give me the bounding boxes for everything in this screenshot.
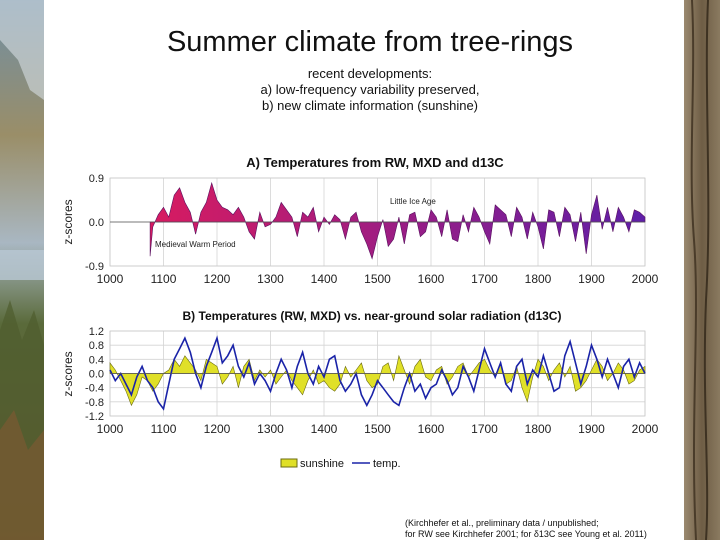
subtitle-line-2: a) low-frequency variability preserved, xyxy=(260,82,480,97)
panel-a-temperature-area xyxy=(149,181,646,260)
y-tick-label: 0.9 xyxy=(89,173,104,185)
legend-temp-label: temp. xyxy=(373,458,401,470)
panel-a-ylabel: z-scores xyxy=(61,199,75,244)
landscape-photo-image xyxy=(0,0,44,540)
right-bark-strip xyxy=(684,0,720,541)
y-tick-label: -0.9 xyxy=(85,261,104,273)
y-tick-label: 0.0 xyxy=(89,369,104,381)
citation-line-1: (Kirchhefer et al., preliminary data / u… xyxy=(405,518,599,528)
slide-title: Summer climate from tree-rings xyxy=(166,26,574,58)
slide-subtitle: recent developments: a) low-frequency va… xyxy=(150,66,590,114)
y-tick-label: 0.8 xyxy=(89,340,104,352)
x-tick-label: 1700 xyxy=(471,272,498,286)
x-tick-label: 1600 xyxy=(418,422,445,436)
y-tick-label: -1.2 xyxy=(85,411,104,423)
y-tick-label: 0.0 xyxy=(89,217,104,229)
x-tick-label: 1400 xyxy=(311,422,338,436)
x-tick-label: 1300 xyxy=(257,272,284,286)
panel-b-legend: sunshine temp. xyxy=(280,458,401,470)
y-tick-label: -0.8 xyxy=(85,397,104,409)
panel-b-title: B) Temperatures (RW, MXD) vs. near-groun… xyxy=(183,309,562,323)
x-tick-label: 1400 xyxy=(311,272,338,286)
x-tick-label: 1200 xyxy=(204,272,231,286)
x-tick-label: 1700 xyxy=(471,422,498,436)
legend-sunshine-label: sunshine xyxy=(300,458,344,470)
x-tick-label: 1100 xyxy=(151,272,177,286)
x-tick-label: 1500 xyxy=(364,422,391,436)
y-tick-label: 1.2 xyxy=(89,326,104,338)
x-tick-label: 1800 xyxy=(525,422,552,436)
legend-sunshine-swatch xyxy=(280,458,298,468)
x-tick-label: 2000 xyxy=(632,422,659,436)
citation: (Kirchhefer et al., preliminary data / u… xyxy=(405,518,647,540)
annotation-medieval-warm-period: Medieval Warm Period xyxy=(155,240,236,249)
x-tick-label: 1300 xyxy=(257,422,284,436)
left-photo-strip xyxy=(0,0,44,540)
panel-b-temperature-line xyxy=(109,335,646,411)
panel-b-ylabel: z-scores xyxy=(61,351,75,396)
panel-b-axis-ticks: 1000 1100 1200 1300 1400 1500 1600 1700 1800 1900… xyxy=(85,326,659,436)
x-tick-label: 1800 xyxy=(525,272,552,286)
y-tick-label: -0.4 xyxy=(85,383,104,395)
panel-a-axis-ticks: 1000 1100 1200 1300 1400 1500 1600 1700 1800 1900… xyxy=(85,173,659,286)
x-tick-label: 2000 xyxy=(632,272,659,286)
tree-bark-image xyxy=(684,0,720,541)
x-tick-label: 1100 xyxy=(151,422,177,436)
x-tick-label: 1900 xyxy=(578,272,605,286)
subtitle-line-3: b) new climate information (sunshine) xyxy=(261,98,479,113)
subtitle-line-1: recent developments: xyxy=(307,66,433,81)
x-tick-label: 1600 xyxy=(418,272,445,286)
x-tick-label: 1500 xyxy=(364,272,391,286)
panel-a-title: A) Temperatures from RW, MXD and d13C xyxy=(246,155,504,170)
x-tick-label: 1000 xyxy=(97,272,124,286)
annotation-little-ice-age: Little Ice Age xyxy=(390,197,436,206)
x-tick-label: 1000 xyxy=(97,422,124,436)
y-tick-label: 0.4 xyxy=(89,354,104,366)
citation-line-2: for RW see Kirchhefer 2001; for δ13C see… xyxy=(405,529,647,539)
x-tick-label: 1200 xyxy=(204,422,231,436)
x-tick-label: 1900 xyxy=(578,422,605,436)
